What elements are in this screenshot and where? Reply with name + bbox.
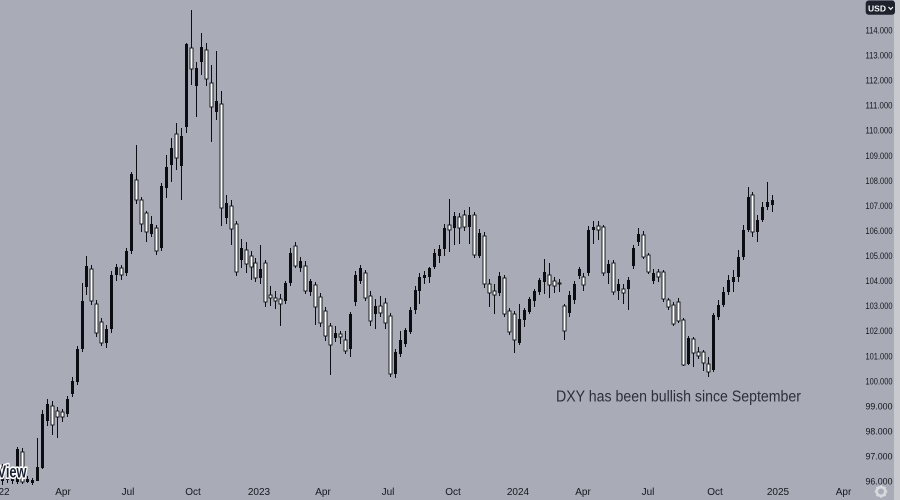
svg-text:101.000: 101.000	[866, 351, 893, 362]
svg-text:109.000: 109.000	[866, 151, 893, 162]
svg-text:Apr: Apr	[575, 487, 591, 498]
svg-text:105.000: 105.000	[866, 251, 893, 262]
svg-text:DXY has been bullish since Sep: DXY has been bullish since September	[556, 389, 801, 406]
svg-text:2023: 2023	[248, 487, 271, 498]
svg-text:Apr: Apr	[55, 487, 71, 498]
svg-text:USD: USD	[868, 4, 886, 14]
svg-text:Oct: Oct	[185, 487, 201, 498]
svg-text:99.000: 99.000	[866, 401, 893, 412]
svg-text:97.000: 97.000	[866, 452, 893, 463]
svg-text:107.000: 107.000	[866, 201, 893, 212]
svg-text:108.000: 108.000	[866, 176, 893, 187]
svg-text:View: View	[0, 462, 27, 482]
svg-text:114.000: 114.000	[866, 26, 893, 37]
svg-text:111.000: 111.000	[866, 101, 893, 112]
svg-text:110.000: 110.000	[866, 126, 893, 137]
svg-text:96.000: 96.000	[866, 477, 893, 488]
svg-text:Oct: Oct	[707, 487, 723, 498]
svg-text:112.000: 112.000	[866, 76, 893, 87]
svg-text:2024: 2024	[507, 487, 530, 498]
svg-text:102.000: 102.000	[866, 326, 893, 337]
svg-text:103.000: 103.000	[866, 301, 893, 312]
svg-text:2022: 2022	[0, 487, 10, 498]
svg-text:113.000: 113.000	[866, 51, 893, 62]
svg-text:Apr: Apr	[836, 487, 852, 498]
svg-text:Apr: Apr	[315, 487, 331, 498]
svg-text:Oct: Oct	[445, 487, 461, 498]
svg-text:Jul: Jul	[382, 487, 395, 498]
svg-text:Jul: Jul	[122, 487, 135, 498]
svg-text:2025: 2025	[767, 487, 790, 498]
svg-text:98.000: 98.000	[866, 427, 893, 438]
svg-text:106.000: 106.000	[866, 226, 893, 237]
svg-text:104.000: 104.000	[866, 276, 893, 287]
svg-text:100.000: 100.000	[866, 376, 893, 387]
svg-text:Jul: Jul	[642, 487, 655, 498]
